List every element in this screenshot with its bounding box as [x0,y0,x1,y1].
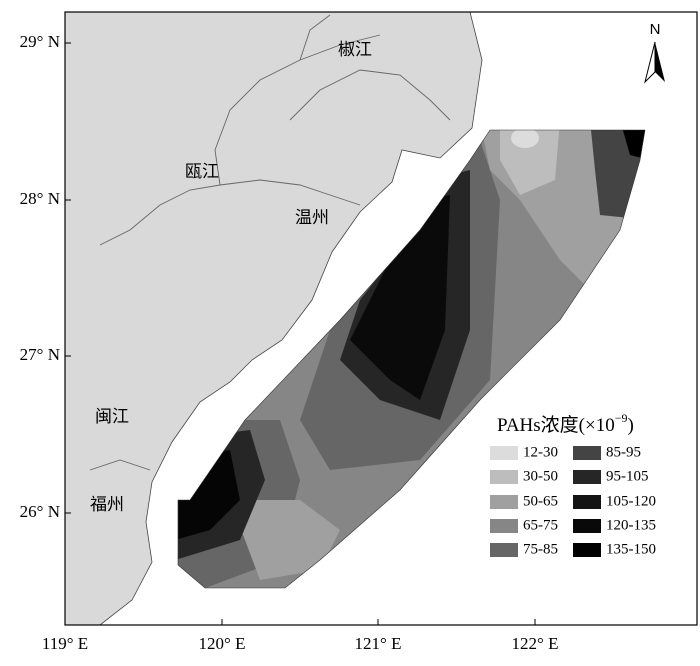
legend-label: 75-85 [523,541,558,557]
legend-swatch [573,470,601,484]
legend-title-exp: −9 [615,411,628,425]
map-frame [64,11,698,626]
lon-label: 122° E [512,634,559,653]
legend-title: PAHs浓度(×10−9) [497,411,634,437]
lat-label: 29° N [20,32,60,51]
legend-swatch [573,519,601,533]
legend-title-close: ) [627,415,633,436]
place-label: 椒江 [338,40,372,60]
survey-boundary [177,129,646,589]
rivers [89,14,451,471]
legend-swatch [573,446,601,460]
legend-swatch [490,495,518,509]
lat-label: 27° N [20,345,60,364]
legend-swatch [490,446,518,460]
lat-label: 26° N [20,502,60,521]
legend-label: 50-65 [523,493,558,509]
lat-label: 28° N [20,189,60,208]
legend-label: 95-105 [606,468,649,484]
lon-label: 121° E [355,634,402,653]
north-arrow [644,41,665,84]
place-label: 闽江 [95,407,129,427]
legend-label: 30-50 [523,468,558,484]
lon-label: 119° E [42,634,88,653]
place-label: 福州 [90,495,124,515]
place-label: 温州 [295,208,329,228]
legend-title-main: PAHs浓度(×10 [497,414,615,436]
legend-swatch [490,543,518,557]
legend-swatch [573,543,601,557]
place-label: 瓯江 [185,162,219,182]
lon-label: 120° E [199,634,246,653]
legend-label: 120-135 [606,517,656,533]
legend-swatch [490,519,518,533]
north-label: N [650,21,661,38]
legend-label: 12-30 [523,444,558,460]
legend-label: 65-75 [523,517,558,533]
land [64,11,483,626]
legend-label: 135-150 [606,541,656,557]
legend-swatch [573,495,601,509]
legend-swatch [490,470,518,484]
legend-label: 105-120 [606,493,656,509]
legend-label: 85-95 [606,444,641,460]
